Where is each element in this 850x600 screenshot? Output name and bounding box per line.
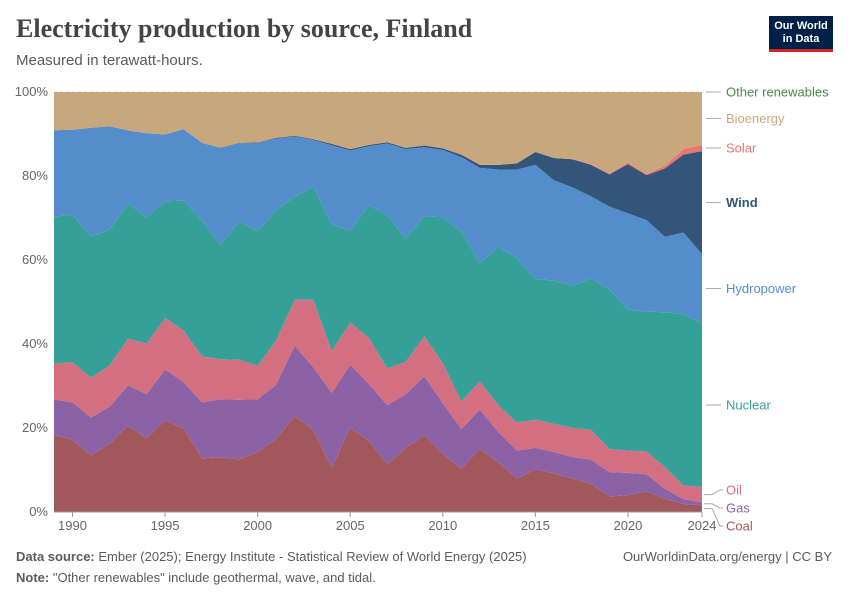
x-tick-label: 2015	[521, 518, 550, 533]
chart-title: Electricity production by source, Finlan…	[16, 14, 473, 43]
area-gas[interactable]	[54, 345, 702, 506]
series-label-solar: Solar	[726, 141, 757, 156]
x-tick-label: 1995	[151, 518, 180, 533]
area-wind[interactable]	[54, 126, 702, 254]
series-label-wind: Wind	[726, 195, 758, 210]
series-label-oil: Oil	[726, 483, 742, 498]
y-tick-label: 80%	[22, 168, 48, 183]
label-connector	[704, 503, 723, 509]
logo-line-1: Our World	[774, 20, 828, 32]
owid-logo[interactable]: Our World in Data	[769, 16, 833, 52]
data-source-text[interactable]: Ember (2025); Energy Institute - Statist…	[98, 549, 527, 564]
area-hydropower[interactable]	[54, 126, 702, 324]
label-connector	[704, 489, 723, 496]
series-label-nuclear: Nuclear	[726, 398, 771, 413]
data-source: Data source: Ember (2025); Energy Instit…	[16, 549, 527, 564]
credit-link[interactable]: OurWorldinData.org/energy | CC BY	[622, 549, 832, 564]
series-label-coal: Coal	[726, 519, 753, 534]
series-label-bioenergy: Bioenergy	[726, 111, 785, 126]
x-tick-label: 2010	[428, 518, 457, 533]
y-tick-label: 60%	[22, 252, 48, 267]
x-tick-label: 2000	[243, 518, 272, 533]
series-label-gas: Gas	[726, 501, 750, 516]
data-source-label: Data source:	[16, 549, 95, 564]
chart-note: Note: "Other renewables" include geother…	[16, 570, 376, 585]
stacked-area-chart: 0% 20% 40% 60% 80% 100% 1990 1995 2000 2005 2010 20…	[15, 84, 829, 534]
series-label-other_renewables: Other renewables	[726, 85, 829, 100]
chart-subtitle: Measured in terawatt-hours.	[16, 52, 203, 69]
area-nuclear[interactable]	[54, 186, 702, 487]
area-coal[interactable]	[54, 416, 702, 512]
x-tick-label: 1990	[58, 518, 87, 533]
x-tick-label: 2024	[688, 518, 717, 533]
y-tick-label: 20%	[22, 420, 48, 435]
y-tick-label: 40%	[22, 336, 48, 351]
x-tick-label: 2020	[613, 518, 642, 533]
y-tick-label: 0%	[29, 504, 48, 519]
x-tick-label: 2005	[336, 518, 365, 533]
logo-line-2: in Data	[782, 33, 820, 45]
note-text: "Other renewables" include geothermal, w…	[52, 570, 376, 585]
note-label: Note:	[16, 570, 50, 585]
series-label-hydropower: Hydropower	[726, 281, 797, 296]
label-connector	[704, 508, 723, 527]
area-bioenergy[interactable]	[54, 92, 702, 174]
y-tick-label: 100%	[15, 84, 49, 99]
